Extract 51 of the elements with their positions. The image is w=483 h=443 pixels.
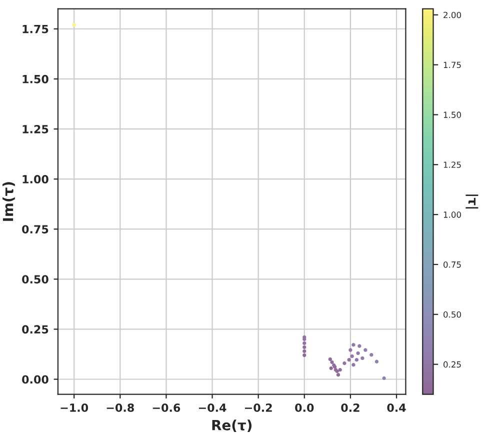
point <box>302 345 306 350</box>
point <box>302 341 306 346</box>
point <box>360 356 364 360</box>
point <box>302 353 306 358</box>
point <box>364 348 368 352</box>
y-tick-label: 0.50 <box>22 275 48 284</box>
color-bar-label: 2.00 <box>444 12 461 18</box>
point <box>330 360 334 364</box>
point <box>329 366 333 370</box>
x-tick-label: −1.0 <box>60 403 88 412</box>
point <box>348 348 352 352</box>
x-tick-label: −0.2 <box>245 403 272 412</box>
point <box>374 360 379 364</box>
point <box>350 354 354 358</box>
x-tick-label: 0.0 <box>295 403 314 412</box>
point <box>328 357 332 362</box>
x-tick-label: −0.6 <box>152 403 180 412</box>
point <box>347 358 351 362</box>
x-tick-label: −0.4 <box>198 403 226 412</box>
color-bar-title: |τ| <box>466 194 478 209</box>
point <box>336 373 340 377</box>
x-tick-label: 0.2 <box>341 403 360 412</box>
color-bar-label: 0.25 <box>444 361 461 368</box>
point <box>72 23 76 27</box>
color-bar-label: 1.75 <box>444 62 461 68</box>
x-tick-label: −0.8 <box>106 403 134 412</box>
color-bar-label: 1.50 <box>444 112 461 118</box>
point <box>352 342 356 347</box>
point <box>354 358 359 362</box>
point <box>338 368 342 372</box>
x-axis-title: Re(τ) <box>212 420 252 432</box>
y-axis-title: Im(τ) <box>2 182 15 221</box>
point <box>358 344 362 348</box>
color-bar-label: 0.50 <box>444 311 461 318</box>
color-bar-label: 0.75 <box>444 261 461 268</box>
point <box>302 349 306 354</box>
point <box>382 376 386 380</box>
y-tick-label: 1.25 <box>22 124 48 134</box>
x-tick-label: 0.4 <box>387 403 406 412</box>
y-tick-label: 1.00 <box>22 175 48 184</box>
point <box>356 351 360 356</box>
point <box>352 363 356 367</box>
y-tick-label: 0.25 <box>22 325 48 334</box>
point <box>342 361 346 366</box>
y-tick-label: 1.75 <box>22 25 48 34</box>
y-tick-label: 0.75 <box>22 225 48 234</box>
color-bar-label: 1.25 <box>444 162 461 168</box>
color-bar-label: 1.00 <box>444 212 461 218</box>
point <box>370 352 374 357</box>
y-tick-label: 0.00 <box>22 375 48 384</box>
y-tick-label: 1.50 <box>22 74 48 84</box>
